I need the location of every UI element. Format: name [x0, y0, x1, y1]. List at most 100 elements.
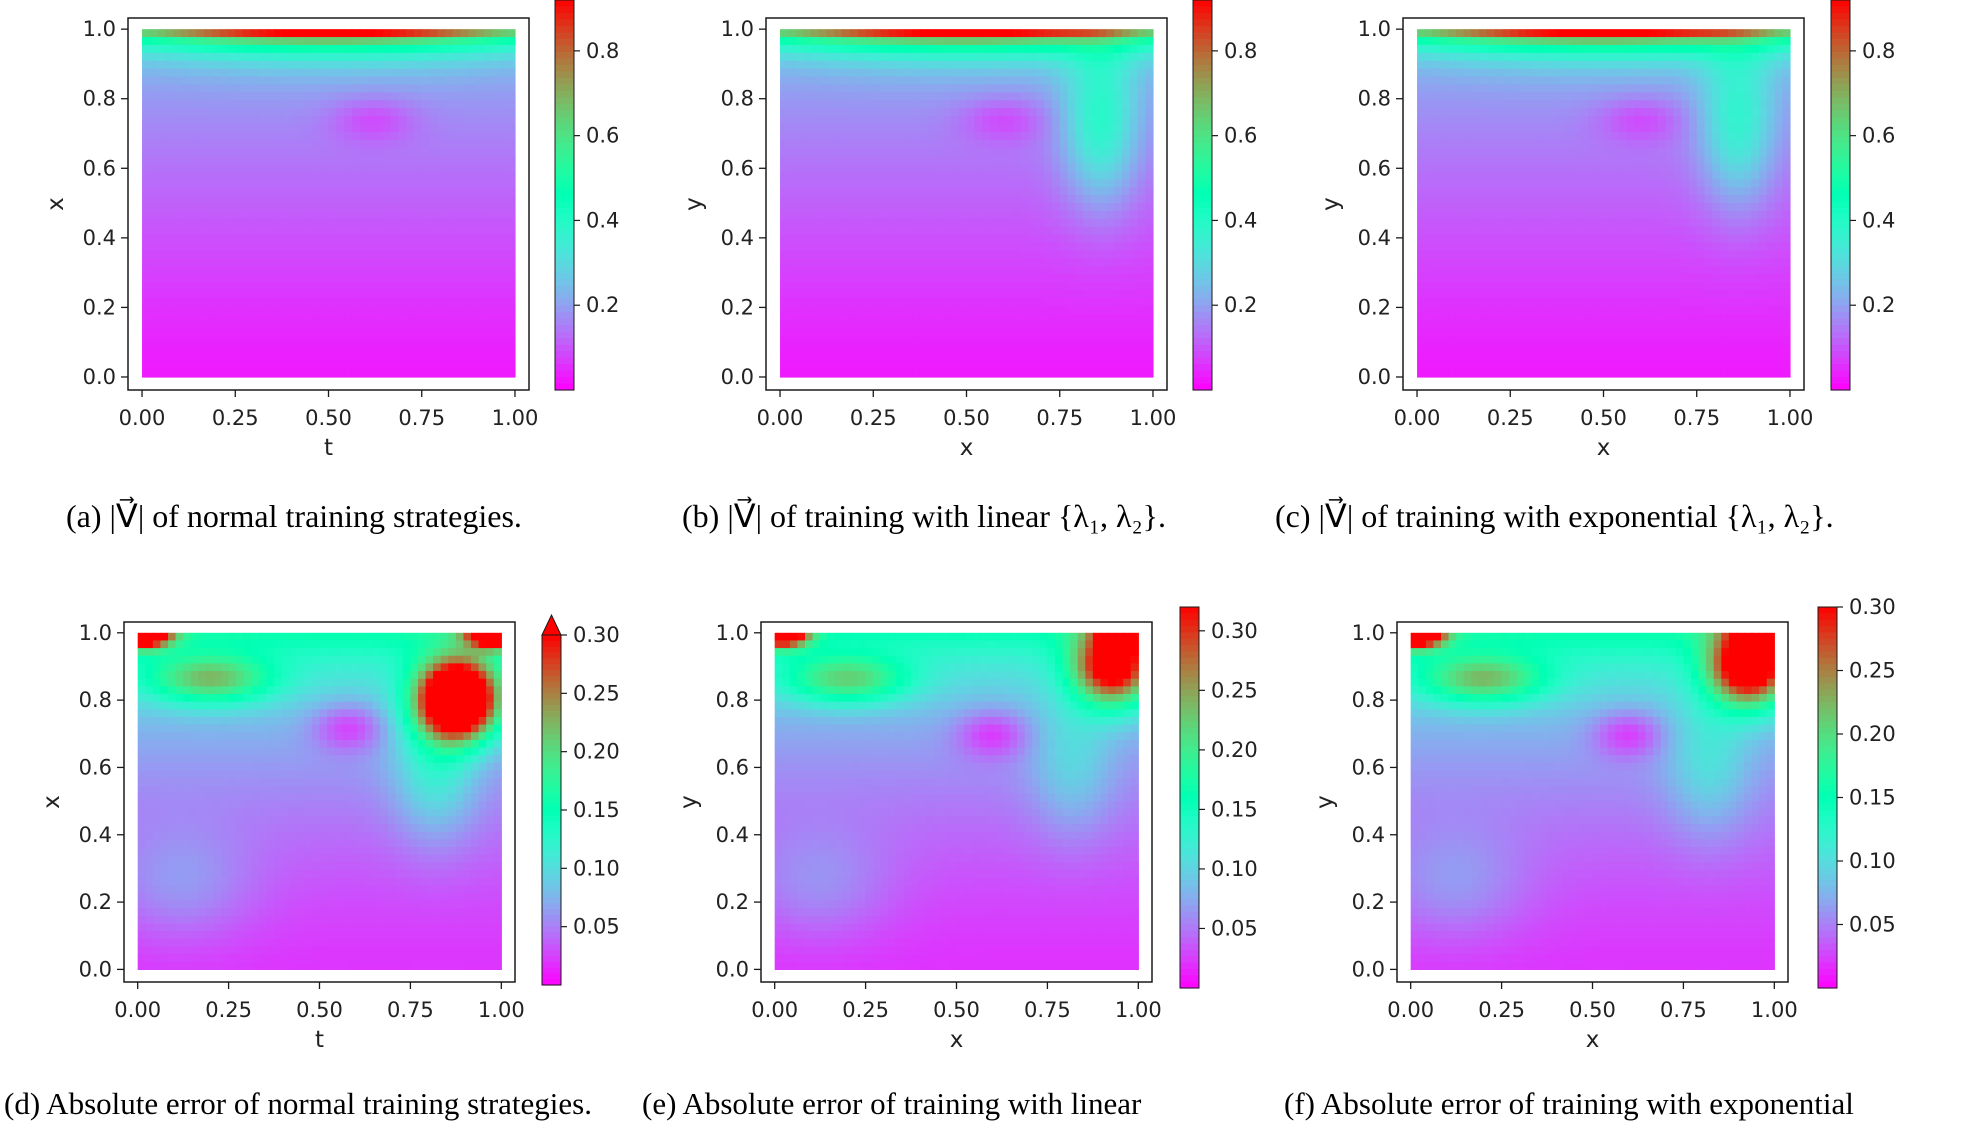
heatmap-cell — [1059, 195, 1069, 204]
heatmap-cell — [328, 68, 337, 78]
heatmap-cell — [1145, 92, 1154, 101]
heatmap-cell — [1114, 195, 1123, 204]
heatmap-cell — [468, 155, 477, 165]
heatmap-cell — [873, 329, 882, 339]
colorbar-segment — [555, 117, 574, 125]
heatmap-cell — [452, 60, 462, 70]
heatmap-cell — [943, 179, 952, 188]
heatmap-cell — [1486, 76, 1496, 86]
heatmap-cell — [258, 92, 267, 101]
heatmap-cell — [289, 131, 299, 141]
heatmap-cell — [336, 226, 345, 236]
heatmap-cell — [375, 116, 384, 125]
heatmap-cell — [1549, 60, 1558, 70]
heatmap-cell — [1106, 68, 1115, 78]
heatmap-cell — [857, 124, 867, 133]
colorbar-segment — [1193, 292, 1212, 300]
heatmap-cell — [881, 266, 890, 275]
heatmap-cell — [445, 250, 454, 260]
heatmap-cell — [243, 84, 252, 94]
heatmap-cell — [1090, 131, 1100, 141]
heatmap-cell — [912, 163, 921, 173]
heatmap-cell — [1114, 92, 1123, 101]
heatmap-cell — [219, 282, 229, 291]
heatmap-cell — [305, 282, 314, 291]
heatmap-cell — [1083, 131, 1092, 141]
heatmap-cell — [196, 297, 205, 307]
heatmap-cell — [336, 353, 345, 362]
heatmap-cell — [865, 266, 874, 275]
heatmap-cell — [1580, 84, 1589, 94]
heatmap-cell — [1782, 44, 1791, 54]
heatmap-cell — [989, 242, 999, 252]
heatmap-cell — [157, 68, 166, 78]
heatmap-cell — [935, 329, 944, 339]
heatmap-cell — [1059, 369, 1069, 378]
heatmap-cell — [289, 321, 299, 331]
heatmap-cell — [1013, 187, 1022, 196]
heatmap-cell — [1137, 108, 1146, 117]
heatmap-cell — [312, 203, 322, 212]
colorbar-segment — [555, 45, 574, 53]
heatmap-cell — [912, 60, 921, 70]
colorbar-segment — [555, 266, 574, 274]
heatmap-cell — [406, 266, 415, 275]
heatmap-cell — [857, 179, 867, 188]
heatmap-cell — [429, 210, 438, 220]
heatmap-cell — [173, 155, 182, 165]
heatmap-cell — [966, 329, 975, 339]
heatmap-cell — [950, 266, 960, 275]
heatmap-cell — [1044, 313, 1053, 323]
heatmap-cell — [857, 305, 867, 315]
heatmap-cell — [935, 218, 944, 228]
heatmap-cell — [818, 100, 828, 109]
heatmap-cell — [142, 210, 151, 220]
heatmap-cell — [382, 60, 392, 70]
heatmap-cell — [460, 210, 469, 220]
heatmap-cell — [857, 226, 867, 236]
heatmap-cell — [1067, 290, 1076, 299]
heatmap-cell — [1059, 60, 1069, 70]
heatmap-cell — [421, 147, 431, 157]
heatmap-cell — [460, 353, 469, 362]
heatmap-cell — [958, 321, 968, 331]
heatmap-cell — [266, 171, 275, 180]
colorbar-segment — [555, 253, 574, 261]
heatmap-cell — [1075, 44, 1084, 54]
heatmap-cell — [896, 155, 905, 165]
heatmap-cell — [1028, 234, 1038, 244]
y-tick-label: 0.4 — [83, 226, 116, 250]
colorbar-segment — [555, 325, 574, 333]
heatmap-cell — [297, 226, 306, 236]
heatmap-cell — [173, 44, 182, 54]
heatmap-cell — [258, 282, 267, 291]
heatmap-cell — [1642, 84, 1651, 94]
heatmap-cell — [927, 234, 937, 244]
colorbar-segment — [1193, 214, 1212, 222]
heatmap-cell — [849, 116, 859, 125]
colorbar-segment — [555, 260, 574, 268]
heatmap-cell — [888, 345, 898, 354]
heatmap-cell — [499, 345, 508, 354]
heatmap-cell — [243, 250, 252, 260]
heatmap-cell — [834, 195, 843, 204]
heatmap-cell — [1098, 187, 1107, 196]
colorbar-segment — [555, 208, 574, 216]
heatmap-cell — [1681, 84, 1690, 94]
heatmap-cell — [460, 124, 469, 133]
heatmap-cell — [1137, 155, 1146, 165]
heatmap-cell — [1059, 171, 1069, 180]
heatmap-cell — [250, 147, 260, 157]
heatmap-cell — [1051, 76, 1061, 86]
heatmap-cell — [483, 124, 493, 133]
heatmap-cell — [842, 163, 851, 173]
heatmap-cell — [896, 163, 905, 173]
heatmap-cell — [1051, 92, 1061, 101]
heatmap-cell — [966, 321, 975, 331]
heatmap-cell — [406, 226, 415, 236]
heatmap-cell — [468, 274, 477, 283]
heatmap-cell — [1665, 84, 1675, 94]
heatmap-cell — [390, 266, 400, 275]
heatmap-cell — [1067, 100, 1076, 109]
heatmap-cell — [1455, 76, 1465, 86]
